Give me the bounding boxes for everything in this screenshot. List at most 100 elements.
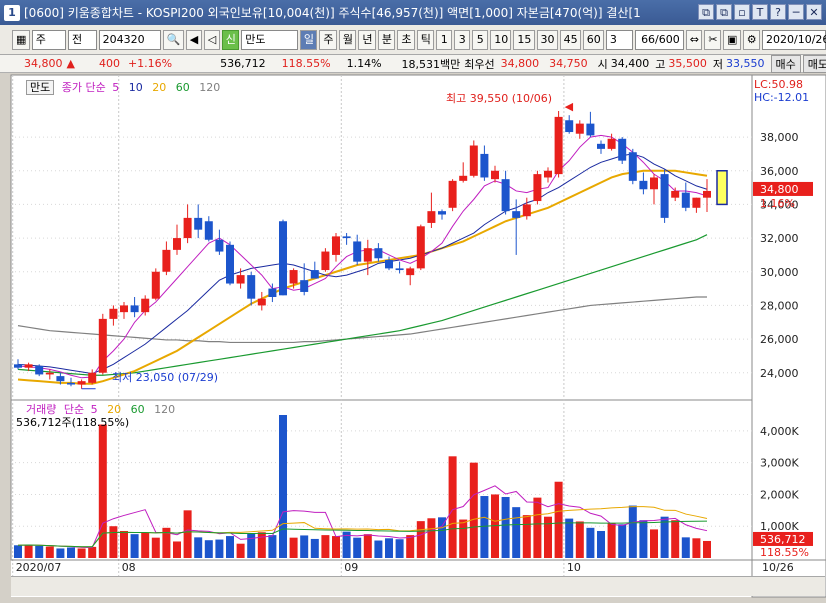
candle-body [522,204,531,217]
toolbar: ▦ 주 전 204320 🔍 ◀ ◁ 신 만도 일 주 월 년 분 초 틱 1 … [0,25,826,55]
volume-bar [692,538,701,558]
volume-bar [575,521,584,558]
volume-bar [162,527,171,558]
candle-body [56,376,65,382]
search-icon[interactable]: 🔍 [162,29,184,50]
candle-body [650,177,658,190]
period-month[interactable]: 월 [338,29,357,50]
ma20-line [17,169,708,385]
save-icon[interactable]: ▣ [723,29,741,50]
restore-icon[interactable]: ⧉ [716,4,732,20]
volume-bar [342,531,351,558]
period-second[interactable]: 초 [397,29,415,50]
ma-label: 종가 단순 [61,81,106,94]
period-year[interactable]: 년 [358,29,376,50]
candle-body [88,372,97,383]
buy-button[interactable]: 매수 [770,54,801,73]
candle-body [130,305,139,313]
interval-select[interactable]: 3 [605,29,633,50]
tile-icon[interactable]: ▫ [734,4,750,20]
window-controls: ⧉ ⧉ ▫ T ? ─ ✕ [698,4,822,20]
candle-body [395,268,404,271]
interval-5[interactable]: 5 [472,29,489,50]
candle-body [342,236,351,239]
period-minute[interactable]: 분 [377,29,396,50]
volume-tick-label: 4,000K [760,425,799,438]
volume-bar [332,536,340,558]
market-select[interactable]: 주 [31,29,66,50]
volume-bar [24,544,33,558]
stock-code-input[interactable]: 204320 [98,29,161,50]
volume-bar [639,520,648,558]
interval-15[interactable]: 15 [513,29,535,50]
period-day[interactable]: 일 [299,29,318,50]
candle-body [469,145,478,176]
candle-body [480,153,489,178]
text-size-icon[interactable]: T [752,4,768,20]
volume-bar [289,537,298,558]
high-label: 고 [655,57,666,71]
x-axis-label: 10/26 [762,561,794,574]
fit-icon[interactable]: ⇔ [685,29,703,50]
interval-3[interactable]: 3 [454,29,471,50]
candle-body [406,268,415,276]
tool-icon[interactable]: ✂ [704,29,722,50]
minimize-icon[interactable]: ─ [788,4,804,20]
price-legend: 만도 종가 단순 5 10 20 60 120 [26,79,220,95]
interval-1[interactable]: 1 [436,29,453,50]
prefix-select[interactable]: 전 [67,29,97,50]
volume-bar [268,535,277,558]
candle-body [363,248,372,262]
high-price: 35,500 [668,57,707,70]
volume-bar [618,524,627,558]
sell-button[interactable]: 매도 [802,54,826,73]
volume-label: 거래량 [26,403,57,416]
close-icon[interactable]: ✕ [806,4,822,20]
volume-bar [88,546,97,558]
candle-body [173,238,181,250]
candle-body [120,305,128,313]
period-tick[interactable]: 틱 [416,29,435,50]
candle-body [162,249,171,272]
data-count-input[interactable]: 66/600 [634,29,684,50]
settings-grid-icon[interactable]: ▦ [12,29,30,50]
stock-tag[interactable]: 만도 [26,80,55,95]
gear-icon[interactable]: ⚙ [742,29,761,50]
credit-badge[interactable]: 신 [221,29,240,50]
x-axis-label: 09 [344,561,358,574]
help-icon[interactable]: ? [770,4,786,20]
interval-45[interactable]: 45 [559,29,581,50]
volume-bar [554,481,563,558]
volume-bar [597,530,605,558]
period-week[interactable]: 주 [319,29,337,50]
scroll-bar[interactable] [11,576,825,596]
volume-bar [130,534,139,558]
volume-bar [501,496,510,558]
candle-body [236,275,245,284]
candle-body [671,190,680,198]
volume-tick-label: 2,000K [760,488,799,501]
interval-30[interactable]: 30 [536,29,558,50]
link-icon[interactable]: ⧉ [698,4,714,20]
candle-body [575,123,584,134]
interval-10[interactable]: 10 [490,29,512,50]
price-tick-label: 30,000 [760,266,799,279]
candle-body [45,372,54,375]
volume-bar [151,537,160,558]
candle-body [35,366,44,375]
candle-body [385,259,393,269]
x-axis-label: 08 [122,561,136,574]
interval-60[interactable]: 60 [582,29,604,50]
open-price: 34,400 [610,57,650,70]
volume-bar [194,537,203,558]
volume-ma-label: 단순 [63,403,85,416]
volume-bar [98,424,107,558]
hc-label: HC:-12.01 [754,91,810,104]
prev-icon[interactable]: ◁ [203,29,220,50]
speaker-icon[interactable]: ◀ [185,29,202,50]
candle-body [141,298,150,313]
date-input[interactable]: 2020/10/26 [762,29,826,50]
turnover-rate: 1.14% [346,57,382,70]
volume-legend: 거래량 단순 5 20 60 120 [26,401,175,417]
